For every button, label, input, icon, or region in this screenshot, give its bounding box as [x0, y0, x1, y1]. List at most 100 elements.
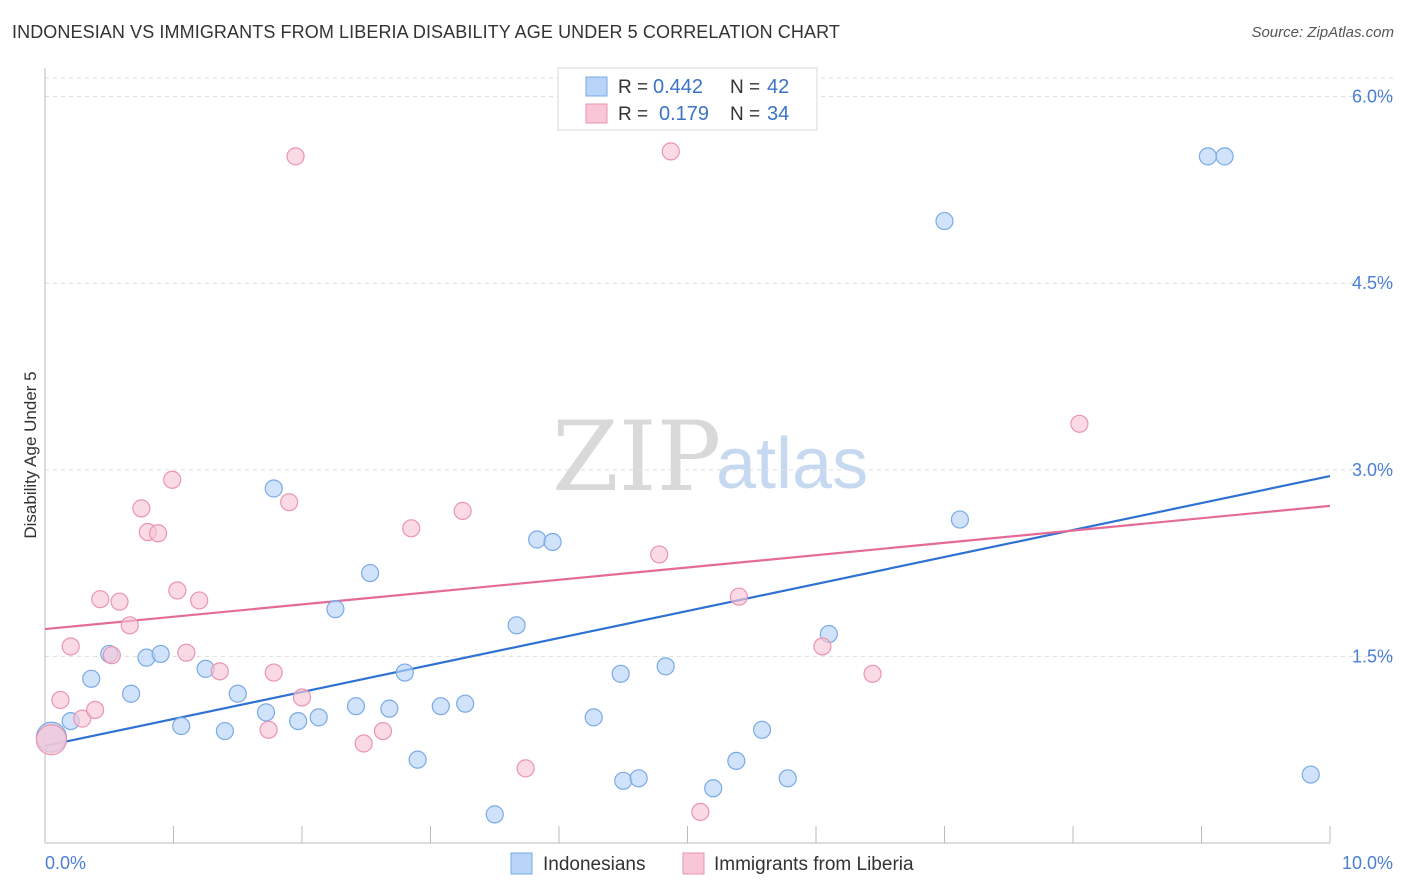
- legend-n-label-2: N =: [730, 104, 760, 125]
- series-legend: Indonesians Immigrants from Liberia: [510, 852, 914, 875]
- point-liberia: [51, 690, 70, 710]
- point-indonesians: [1198, 147, 1218, 166]
- point-indonesians: [704, 779, 723, 798]
- legend-swatch-liberia: [585, 103, 608, 124]
- point-liberia: [120, 616, 139, 635]
- point-liberia: [210, 662, 229, 681]
- point-liberia: [168, 581, 187, 600]
- axes: 1.5% 3.0% 4.5% 6.0% 0.0% 10.0%: [44, 68, 1393, 873]
- point-liberia: [516, 759, 535, 778]
- x-tick-label-min: 0.0%: [45, 853, 86, 873]
- point-liberia: [91, 590, 110, 609]
- point-liberia: [453, 501, 472, 520]
- series-legend-swatch-liberia: [682, 852, 705, 875]
- point-indonesians: [584, 708, 603, 727]
- point-liberia: [813, 637, 832, 656]
- data-points: [35, 142, 1320, 824]
- trendline-liberia: [44, 504, 1331, 631]
- point-indonesians: [752, 720, 772, 739]
- series-legend-label-indonesians: Indonesians: [543, 854, 645, 875]
- point-liberia: [373, 721, 393, 741]
- point-indonesians: [82, 669, 101, 688]
- point-indonesians: [395, 663, 414, 682]
- point-liberia: [177, 643, 196, 662]
- chart-title: INDONESIAN VS IMMIGRANTS FROM LIBERIA DI…: [12, 22, 840, 42]
- point-indonesians: [228, 684, 247, 703]
- legend-r-value-1: 0.442: [653, 76, 703, 98]
- y-axis-label: Disability Age Under 5: [21, 371, 40, 538]
- series-legend-label-liberia: Immigrants from Liberia: [714, 854, 914, 875]
- point-indonesians: [264, 479, 283, 498]
- point-indonesians: [611, 664, 630, 683]
- y-tick-label: 3.0%: [1352, 460, 1393, 480]
- legend-swatch-indonesians: [585, 76, 608, 97]
- point-liberia: [190, 591, 209, 610]
- point-liberia: [863, 664, 882, 683]
- point-indonesians: [1301, 765, 1320, 784]
- point-indonesians: [456, 694, 475, 713]
- point-indonesians: [950, 510, 970, 529]
- stats-legend: R = 0.442 N = 42 R = 0.179 N = 34: [557, 67, 818, 131]
- point-liberia: [61, 637, 80, 656]
- point-indonesians: [361, 563, 380, 583]
- point-liberia: [259, 720, 278, 739]
- point-indonesians: [346, 697, 366, 716]
- trendlines: [44, 474, 1331, 748]
- y-tick-label: 4.5%: [1352, 273, 1393, 293]
- point-indonesians: [485, 805, 504, 824]
- point-indonesians: [629, 769, 648, 788]
- y-tick-label: 1.5%: [1352, 646, 1393, 666]
- point-indonesians: [507, 616, 526, 635]
- point-indonesians: [380, 699, 399, 718]
- watermark-zip: ZIP: [552, 401, 721, 513]
- point-indonesians: [778, 769, 797, 788]
- point-indonesians: [256, 703, 276, 722]
- point-liberia: [86, 700, 105, 720]
- legend-r-value-2: 0.179: [659, 103, 709, 125]
- y-tick-label: 6.0%: [1352, 87, 1393, 107]
- source-credit: Source: ZipAtlas.com: [1251, 24, 1394, 41]
- point-liberia: [286, 147, 305, 166]
- point-liberia: [402, 519, 421, 538]
- point-indonesians: [408, 750, 427, 769]
- series-legend-swatch-indonesians: [510, 852, 533, 875]
- point-indonesians: [172, 716, 191, 736]
- point-liberia: [102, 646, 121, 665]
- legend-r-label-2: R =: [618, 104, 648, 125]
- point-liberia: [148, 524, 168, 543]
- point-liberia: [110, 592, 129, 611]
- watermark-atlas: atlas: [716, 424, 868, 504]
- point-liberia: [354, 734, 373, 753]
- point-indonesians: [151, 644, 170, 664]
- point-liberia: [729, 587, 749, 606]
- watermark: ZIP atlas: [552, 401, 868, 513]
- x-tick-label-max: 10.0%: [1342, 853, 1393, 873]
- trendline-indonesians: [44, 474, 1331, 748]
- point-liberia: [163, 470, 182, 489]
- point-indonesians: [935, 211, 954, 231]
- point-liberia: [35, 724, 68, 756]
- point-indonesians: [309, 708, 328, 727]
- gridlines: [45, 77, 1393, 657]
- point-liberia: [1070, 414, 1089, 433]
- point-indonesians: [528, 530, 547, 549]
- point-indonesians: [215, 721, 234, 741]
- point-indonesians: [1215, 147, 1234, 166]
- legend-n-label-1: N =: [730, 77, 760, 98]
- point-liberia: [292, 688, 312, 707]
- legend-n-value-2: 34: [767, 103, 789, 125]
- point-liberia: [650, 545, 669, 564]
- point-indonesians: [656, 657, 675, 676]
- point-liberia: [280, 493, 299, 512]
- point-indonesians: [289, 711, 308, 731]
- point-liberia: [132, 499, 151, 518]
- legend-r-label-1: R =: [618, 77, 648, 98]
- point-indonesians: [727, 751, 746, 771]
- point-liberia: [73, 709, 92, 728]
- point-indonesians: [121, 684, 141, 703]
- point-indonesians: [543, 532, 562, 552]
- point-indonesians: [326, 600, 345, 619]
- legend-n-value-1: 42: [767, 76, 789, 98]
- point-indonesians: [431, 697, 450, 716]
